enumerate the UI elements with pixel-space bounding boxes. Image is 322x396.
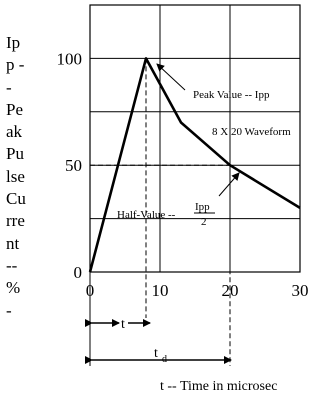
x-axis-label: t -- Time in microsec (160, 379, 277, 394)
y-tick-label: 50 (65, 156, 82, 175)
peak-arrow (156, 63, 186, 91)
half-annotation-denominator: 2 (201, 216, 207, 228)
peak-annotation: Peak Value -- Ipp (193, 89, 270, 101)
series-group (88, 57, 301, 273)
y-tick-label: 100 (57, 49, 83, 68)
y-axis-label: Ip p - - Pe ak Pu lse Cu rre nt -- % - (6, 33, 26, 320)
plot-frame (89, 4, 301, 273)
x-tick-label: 10 (152, 281, 169, 300)
y-tick-label: 0 (74, 263, 83, 282)
grid (90, 5, 300, 272)
waveform-annotation: 8 X 20 Waveform (212, 126, 291, 138)
half-annotation-numerator: Ipp (195, 201, 210, 213)
x-tick-label: 30 (292, 281, 309, 300)
half-arrow (218, 172, 240, 197)
td-label-subscript: d (162, 354, 167, 365)
plot-border (89, 4, 301, 273)
td-label: t (154, 346, 158, 361)
t-label: t (121, 317, 125, 332)
x-tick-label: 0 (86, 281, 95, 300)
tick-labels: 0 10 20 30 0 50 100 (57, 49, 309, 300)
x-tick-label: 20 (222, 281, 239, 300)
half-annotation-prefix: Half-Value -- (117, 209, 176, 221)
